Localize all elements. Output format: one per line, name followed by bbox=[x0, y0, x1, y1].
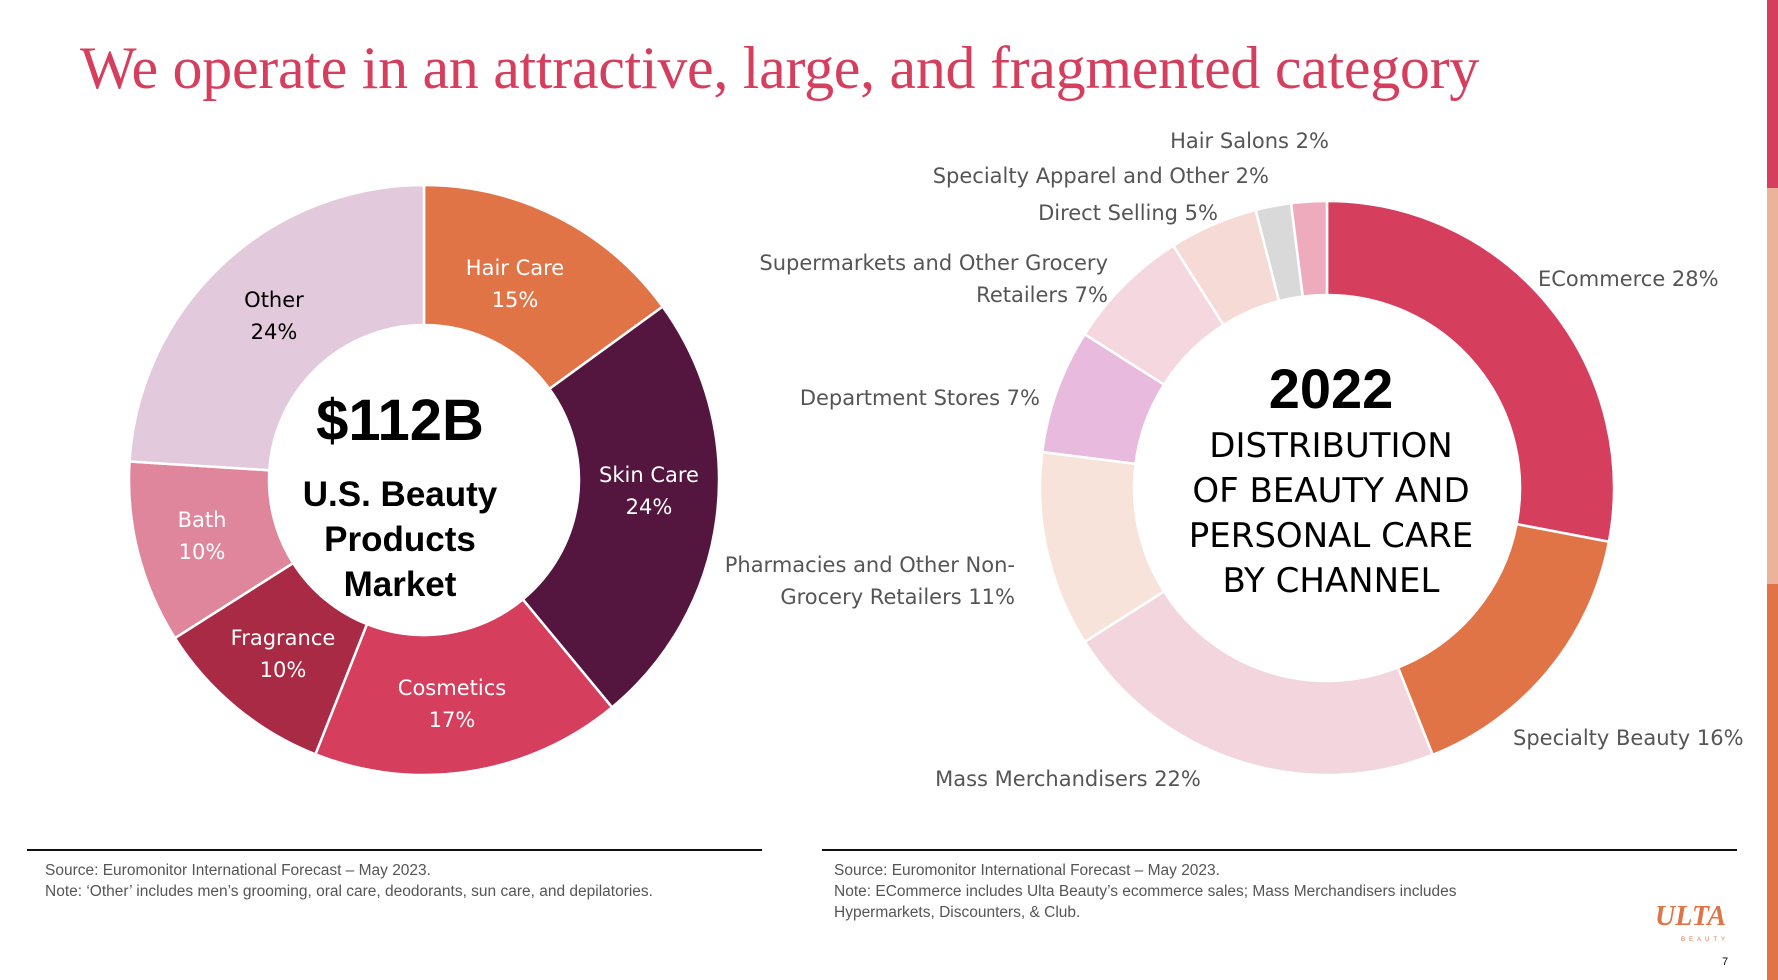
channel-label: Retailers 7% bbox=[976, 283, 1108, 307]
slide-title: We operate in an attractive, large, and … bbox=[80, 35, 1479, 101]
channel-label: Hair Salons 2% bbox=[1170, 129, 1329, 153]
channel-label: ECommerce 28% bbox=[1538, 267, 1719, 291]
value-label: 24% bbox=[626, 495, 673, 519]
value-label: 17% bbox=[429, 708, 476, 732]
footer-rule-right bbox=[822, 849, 1737, 851]
value-label: 15% bbox=[492, 288, 539, 312]
edge-band-2 bbox=[1767, 188, 1778, 584]
center-subtitle: OF BEAUTY AND bbox=[1192, 471, 1469, 511]
slice-specialty-beauty bbox=[1396, 522, 1611, 757]
page-number: 7 bbox=[1722, 956, 1729, 968]
slice-cosmetics bbox=[313, 597, 614, 777]
center-subtitle: Market bbox=[344, 565, 457, 604]
slice-other bbox=[128, 183, 426, 472]
note: Note: ‘Other’ includes men’s grooming, o… bbox=[45, 883, 653, 900]
logo-wordmark: ULTA bbox=[1655, 901, 1727, 932]
category-label: Skin Care bbox=[599, 463, 699, 487]
center-title: 2022 bbox=[1269, 357, 1394, 420]
slice-hair-care bbox=[422, 183, 665, 391]
center-title: $112B bbox=[316, 388, 484, 453]
channel-label: Supermarkets and Other Grocery bbox=[759, 251, 1108, 275]
edge-band-1 bbox=[1767, 0, 1778, 188]
center-subtitle: DISTRIBUTION bbox=[1209, 426, 1452, 466]
footer-right: Source: Euromonitor International Foreca… bbox=[834, 860, 1457, 923]
value-label: 10% bbox=[179, 540, 226, 564]
category-label: Bath bbox=[178, 508, 227, 532]
center-subtitle: U.S. Beauty bbox=[303, 475, 498, 514]
category-label: Other bbox=[244, 288, 304, 312]
category-label: Hair Care bbox=[466, 256, 564, 280]
value-label: 24% bbox=[251, 320, 298, 344]
slice-skin-care bbox=[521, 304, 721, 710]
channel-label: Department Stores 7% bbox=[800, 386, 1040, 410]
slice-ecommerce bbox=[1325, 199, 1616, 544]
donut-us-beauty-market: Hair Care 15% Skin Care 24% Cosmetics 17% Frag… bbox=[127, 183, 721, 777]
channel-label: Specialty Apparel and Other 2% bbox=[933, 164, 1269, 188]
edge-band-3 bbox=[1767, 584, 1778, 980]
center-subtitle: BY CHANNEL bbox=[1223, 561, 1440, 601]
ulta-logo: ULTA BEAUTY bbox=[1655, 902, 1735, 952]
channel-label: Mass Merchandisers 22% bbox=[935, 767, 1201, 791]
note: Note: ECommerce includes Ulta Beauty’s e… bbox=[834, 883, 1457, 900]
center-subtitle: Products bbox=[324, 520, 476, 559]
slice-mass-merchandisers bbox=[1082, 589, 1435, 777]
slice-hair-salons bbox=[1289, 199, 1329, 298]
value-label: 10% bbox=[260, 658, 307, 682]
channel-label: Specialty Beauty 16% bbox=[1513, 726, 1744, 750]
center-subtitle: PERSONAL CARE bbox=[1189, 516, 1474, 556]
source-note: Source: Euromonitor International Foreca… bbox=[45, 862, 431, 879]
logo-subtext: BEAUTY bbox=[1681, 937, 1730, 943]
channel-label: Pharmacies and Other Non- bbox=[725, 553, 1015, 577]
channel-label: Grocery Retailers 11% bbox=[780, 585, 1015, 609]
donut-channel-distribution: ECommerce 28% Specialty Beauty 16% Mass Me… bbox=[725, 129, 1744, 791]
source-note: Source: Euromonitor International Foreca… bbox=[834, 862, 1220, 879]
category-label: Cosmetics bbox=[398, 676, 506, 700]
note-continued: Hypermarkets, Discounters, & Club. bbox=[834, 904, 1081, 921]
category-label: Fragrance bbox=[231, 626, 336, 650]
footer-left: Source: Euromonitor International Foreca… bbox=[45, 860, 653, 902]
footer-rule-left bbox=[27, 849, 762, 851]
channel-label: Direct Selling 5% bbox=[1038, 201, 1218, 225]
